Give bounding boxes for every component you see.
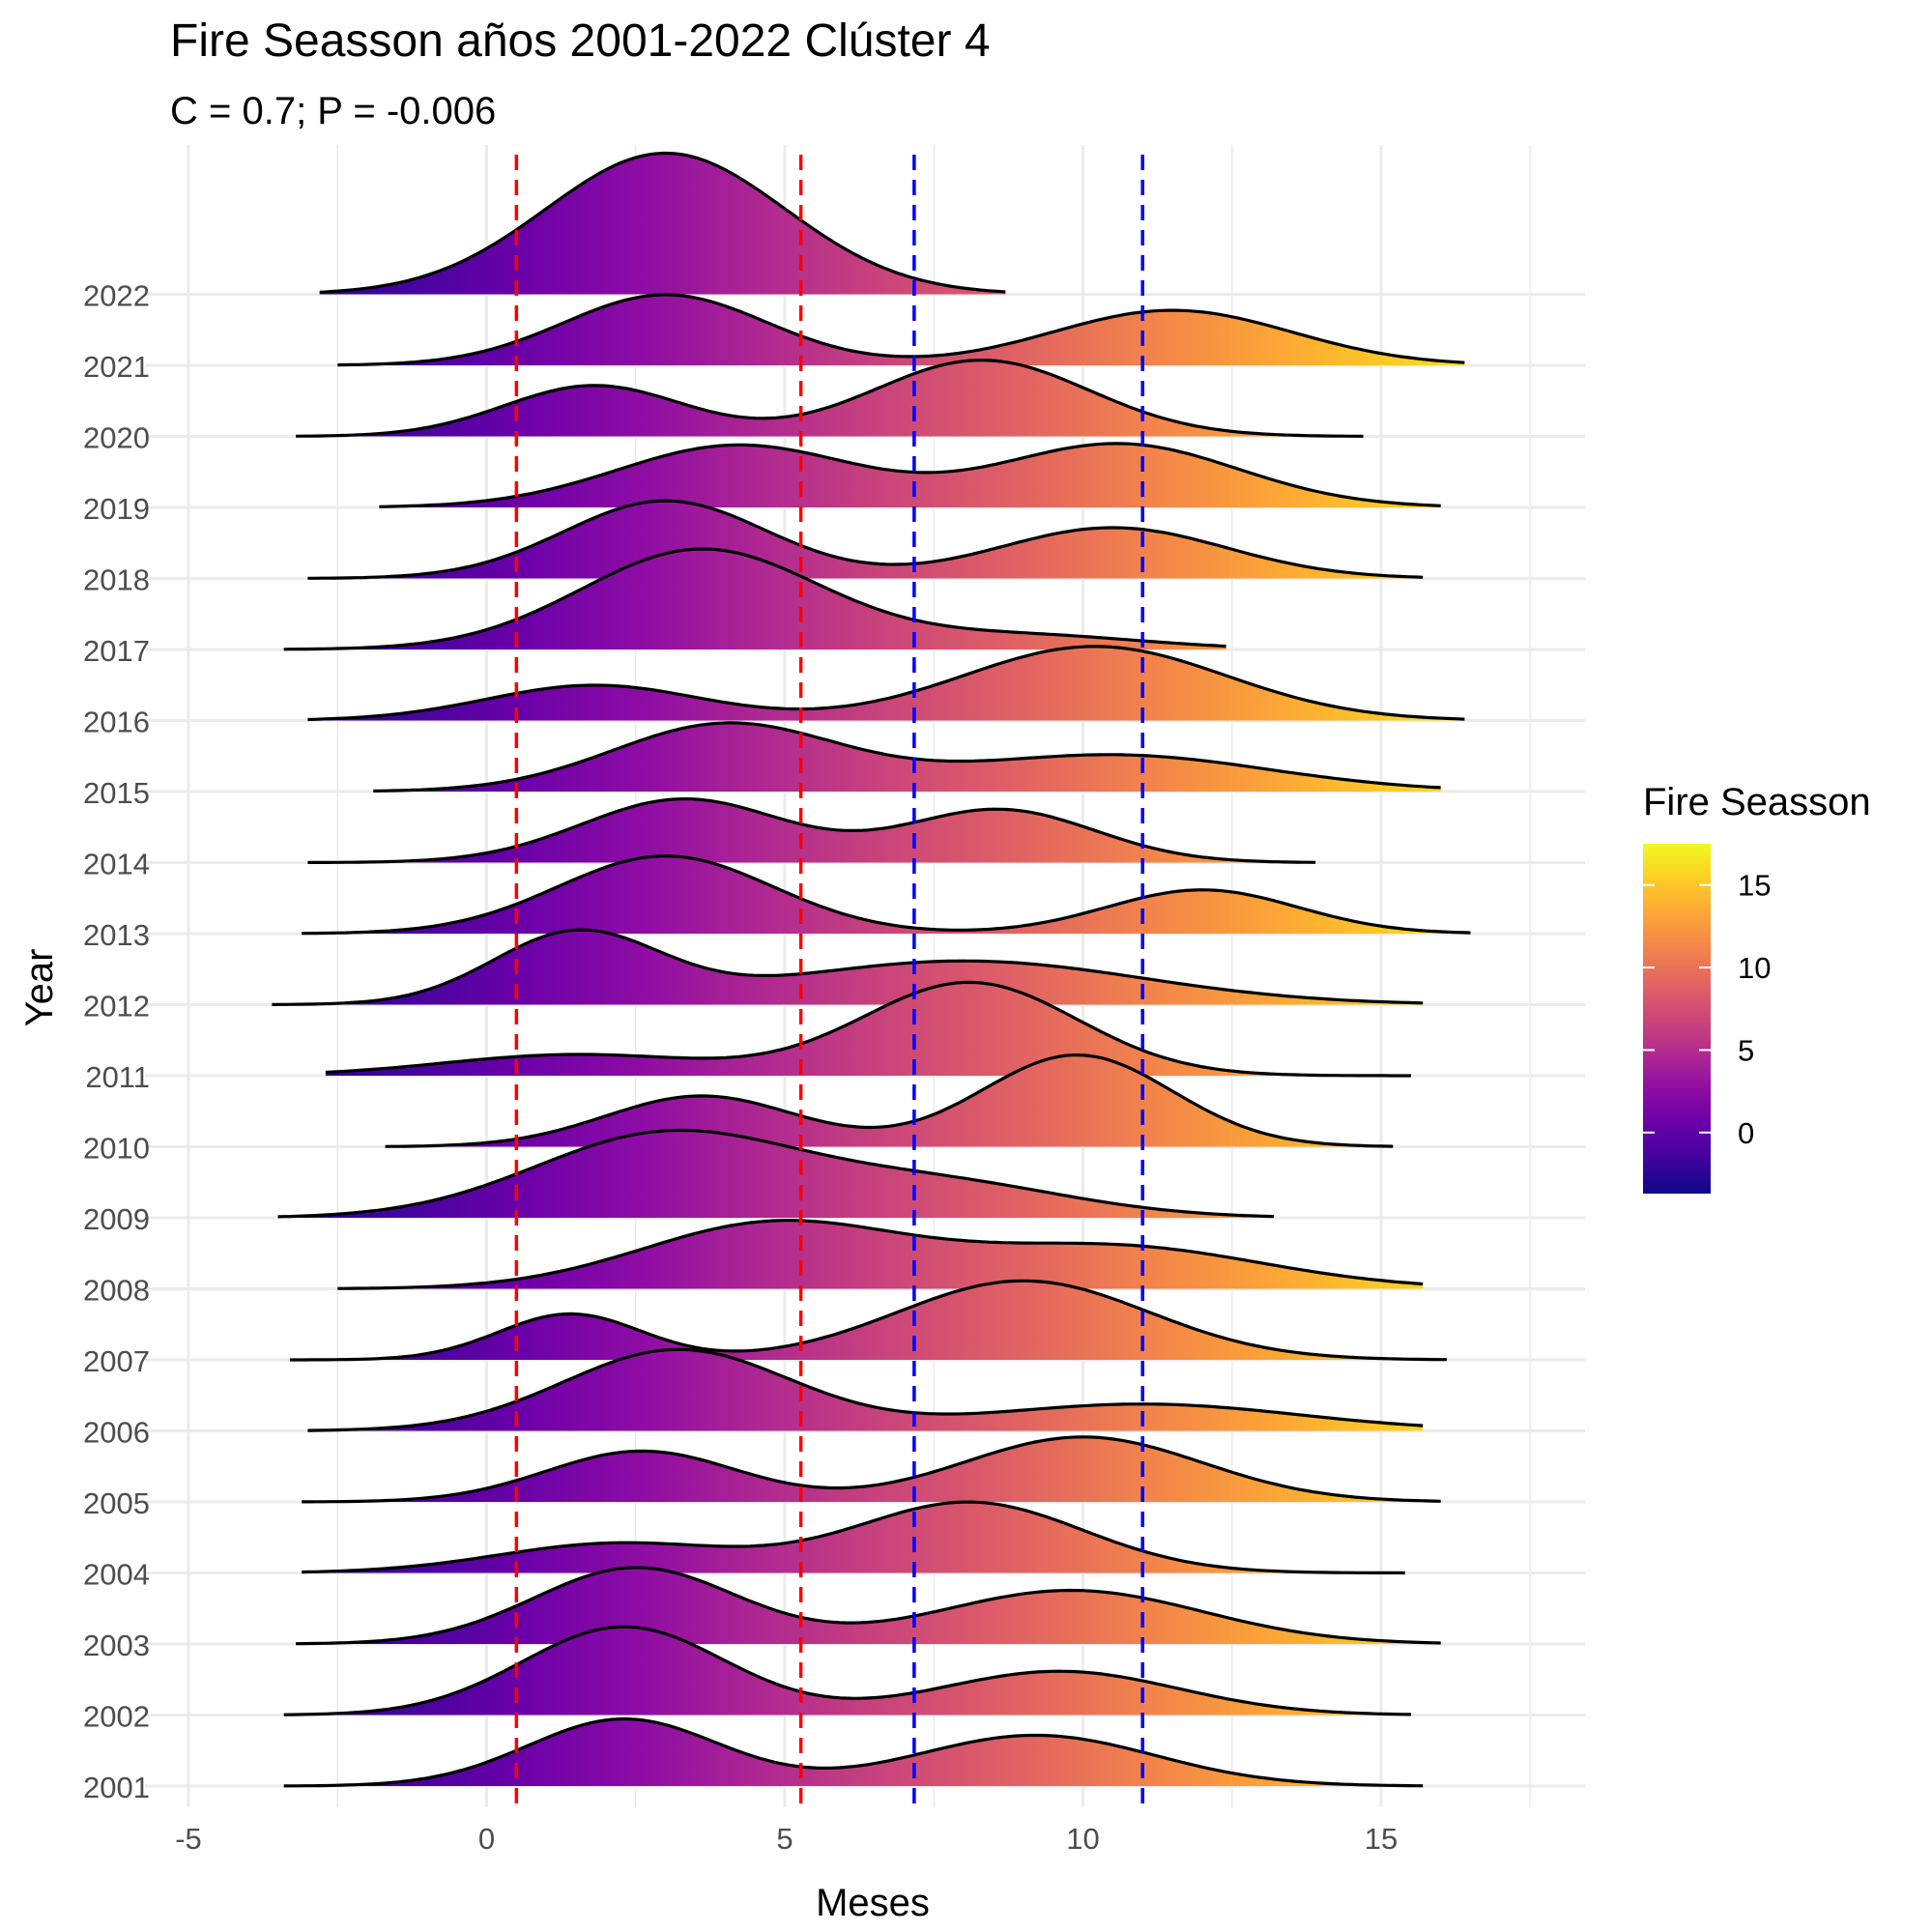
ridge-line-2008	[337, 1219, 1424, 1290]
y-tick-label-2009: 2009	[83, 1202, 150, 1236]
legend-colorbar	[1643, 844, 1711, 1194]
ridge-fill-2020	[296, 360, 1364, 437]
ridge-fill-2022	[319, 153, 1006, 295]
x-tick-label: -5	[175, 1822, 202, 1856]
ridge-line-2010	[385, 1053, 1394, 1148]
ridge-fill-2001	[283, 1718, 1424, 1786]
ridge-fill-2013	[302, 855, 1471, 934]
y-tick-label-2007: 2007	[83, 1344, 150, 1378]
y-tick-label-2018: 2018	[83, 563, 150, 597]
color-legend: Fire Seasson 0 5 10 15	[1643, 781, 1871, 1194]
ridge-fill-2006	[307, 1349, 1424, 1431]
y-tick-label-2006: 2006	[83, 1416, 150, 1450]
y-tick-label-2020: 2020	[83, 421, 150, 455]
ridge-fill-2004	[302, 1502, 1405, 1573]
y-tick-label-2010: 2010	[83, 1132, 150, 1166]
y-tick-label-2017: 2017	[83, 634, 150, 668]
y-tick-label-2005: 2005	[83, 1486, 150, 1520]
ridge-line-2021	[337, 293, 1465, 367]
ridge-fill-2019	[379, 443, 1441, 507]
ridge-line-2012	[272, 928, 1424, 1006]
ridge-line-2016	[307, 645, 1465, 722]
ridge-fill-2018	[307, 501, 1424, 579]
ridge-line-2004	[302, 1500, 1405, 1575]
y-tick-label-2016: 2016	[83, 706, 150, 739]
ridge-fill-2003	[296, 1568, 1441, 1644]
ridge-line-2002	[283, 1625, 1411, 1716]
x-tick-label: 0	[478, 1822, 495, 1856]
legend-tick-label: 5	[1738, 1033, 1754, 1067]
ridge-line-2020	[296, 359, 1364, 438]
y-tick-label-2021: 2021	[83, 350, 150, 384]
y-tick-label-2022: 2022	[83, 279, 150, 313]
legend-tick-label: 0	[1738, 1116, 1754, 1150]
y-tick-label-2013: 2013	[83, 918, 150, 952]
ridge-line-2015	[373, 721, 1441, 793]
y-tick-label-2002: 2002	[83, 1700, 150, 1734]
y-tick-label-2008: 2008	[83, 1274, 150, 1308]
ridge-line-2013	[302, 854, 1471, 936]
ridge-fill-2011	[325, 982, 1411, 1076]
y-tick-label-2015: 2015	[83, 776, 150, 810]
ridge-fill-2012	[272, 930, 1424, 1005]
ridge-line-2009	[277, 1128, 1274, 1219]
y-tick-label-2019: 2019	[83, 492, 150, 526]
ridge-line-2003	[296, 1566, 1441, 1646]
ridge-line-2017	[283, 547, 1226, 651]
ridge-line-2006	[307, 1347, 1424, 1432]
ridge-line-2014	[307, 796, 1316, 864]
legend-tick-label: 15	[1738, 869, 1771, 903]
ridge-fill-2021	[337, 295, 1465, 365]
ridge-fill-2007	[289, 1281, 1447, 1360]
x-tick-label: 5	[776, 1822, 793, 1856]
x-axis-label: Meses	[816, 1882, 930, 1924]
ridge-fill-2009	[277, 1130, 1274, 1218]
legend-tick-label: 10	[1738, 951, 1771, 985]
ridge-line-2011	[325, 980, 1411, 1078]
legend-title: Fire Seasson	[1643, 781, 1871, 823]
ridge-line-2018	[307, 499, 1424, 580]
y-tick-labels: 2001 2002 2003 2004 2005 2006 2007 2008 2009 2010…	[83, 279, 150, 1805]
y-axis-label: Year	[18, 949, 61, 1027]
y-tick-label-2012: 2012	[83, 990, 150, 1024]
chart-subtitle: C = 0.7; P = -0.006	[170, 90, 496, 132]
ridge-line-2001	[283, 1716, 1424, 1788]
ridge-fill-2017	[283, 549, 1226, 649]
ridge-fill-2002	[283, 1627, 1411, 1716]
x-tick-labels: -5 0 5 10 15	[175, 1822, 1398, 1856]
ridge-fill-2005	[302, 1436, 1441, 1502]
y-tick-label-2014: 2014	[83, 848, 150, 881]
legend-ticks: 0 5 10 15	[1643, 869, 1771, 1150]
y-tick-label-2004: 2004	[83, 1558, 150, 1592]
chart-title: Fire Seasson años 2001-2022 Clúster 4	[170, 15, 991, 67]
ridge-fill-2008	[337, 1220, 1424, 1289]
ridge-line-2007	[289, 1279, 1447, 1362]
x-tick-label: 10	[1066, 1822, 1099, 1856]
y-tick-label-2001: 2001	[83, 1771, 150, 1804]
ridge-fill-2015	[373, 722, 1441, 792]
ridge-line-2022	[319, 151, 1006, 294]
ridge-fill-2014	[307, 798, 1316, 863]
ridge-line-2005	[302, 1435, 1441, 1504]
y-tick-label-2011: 2011	[85, 1060, 150, 1094]
ridge-line-2019	[379, 442, 1441, 508]
ridge-fill-2016	[307, 646, 1465, 721]
y-tick-label-2003: 2003	[83, 1629, 150, 1662]
ridges	[272, 151, 1471, 1788]
x-tick-label: 15	[1365, 1822, 1398, 1856]
